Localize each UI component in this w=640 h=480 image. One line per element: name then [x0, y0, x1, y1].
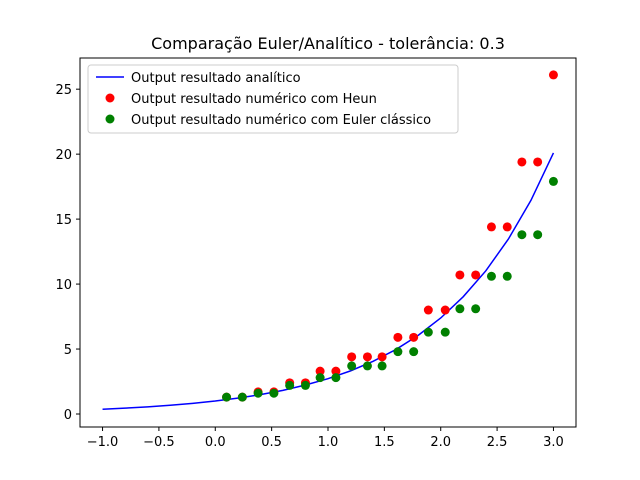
data-point-heun: [502, 222, 512, 232]
plot-area: [102, 70, 558, 410]
data-point-heun: [517, 157, 527, 167]
data-point-heun: [315, 366, 325, 376]
data-point-euler: [393, 347, 403, 357]
data-point-euler: [377, 361, 387, 371]
data-point-euler: [423, 327, 433, 337]
data-point-euler: [362, 361, 372, 371]
data-point-heun: [347, 352, 357, 362]
data-point-euler: [502, 271, 512, 281]
data-point-heun: [393, 332, 403, 342]
legend-label: Output resultado analítico: [131, 71, 301, 86]
data-point-euler: [285, 380, 295, 390]
data-point-euler: [548, 176, 558, 186]
data-point-heun: [362, 352, 372, 362]
x-tick-label: 2.5: [487, 435, 508, 450]
y-tick-label: 15: [55, 213, 72, 228]
data-point-heun: [331, 366, 341, 376]
x-tick-label: 0.0: [205, 435, 226, 450]
x-tick-label: 0.5: [261, 435, 282, 450]
data-point-heun: [440, 305, 450, 315]
x-tick-label: 1.0: [318, 435, 339, 450]
chart-title: Comparação Euler/Analítico - tolerância:…: [151, 34, 505, 53]
data-point-euler: [347, 361, 357, 371]
data-point-euler: [471, 304, 481, 314]
data-point-heun: [377, 352, 387, 362]
data-point-heun: [533, 157, 543, 167]
data-point-heun: [423, 305, 433, 315]
data-point-heun: [548, 70, 558, 80]
data-point-euler: [300, 380, 310, 390]
data-point-heun: [409, 332, 419, 342]
x-tick-label: 2.0: [430, 435, 451, 450]
data-point-euler: [517, 230, 527, 240]
y-tick-label: 5: [64, 343, 72, 358]
legend-label: Output resultado numérico com Heun: [131, 92, 377, 107]
data-point-heun: [486, 222, 496, 232]
legend-marker-swatch: [105, 93, 115, 103]
data-point-euler: [486, 271, 496, 281]
axes: −1.0 −0.5 0.0 0.5 1.0 1.5 2.0 2.5 3.0 0 5 10 15 20 25: [55, 57, 577, 450]
y-tick-label: 0: [64, 408, 72, 423]
x-tick-label: −1.0: [87, 435, 119, 450]
data-point-heun: [471, 270, 481, 280]
data-point-euler: [222, 392, 232, 402]
data-point-euler: [315, 373, 325, 383]
y-tick-label: 20: [55, 148, 72, 163]
data-point-euler: [533, 230, 543, 240]
data-point-euler: [455, 304, 465, 314]
x-tick-label: 3.0: [543, 435, 564, 450]
y-tick-label: 25: [55, 83, 72, 98]
data-point-euler: [237, 392, 247, 402]
x-tick-label: 1.5: [374, 435, 395, 450]
data-point-euler: [269, 388, 279, 398]
legend-box: [87, 64, 459, 134]
data-point-euler: [253, 388, 263, 398]
series-line-analitico: [102, 152, 555, 410]
data-point-euler: [331, 373, 341, 383]
legend: Output resultado analítico Output resulta…: [87, 64, 459, 134]
legend-label: Output resultado numérico com Euler clás…: [131, 113, 431, 128]
data-point-euler: [409, 347, 419, 357]
x-tick-label: −0.5: [143, 435, 175, 450]
y-tick-label: 10: [55, 278, 72, 293]
data-point-heun: [455, 270, 465, 280]
legend-marker-swatch: [105, 114, 115, 124]
data-point-euler: [440, 327, 450, 337]
